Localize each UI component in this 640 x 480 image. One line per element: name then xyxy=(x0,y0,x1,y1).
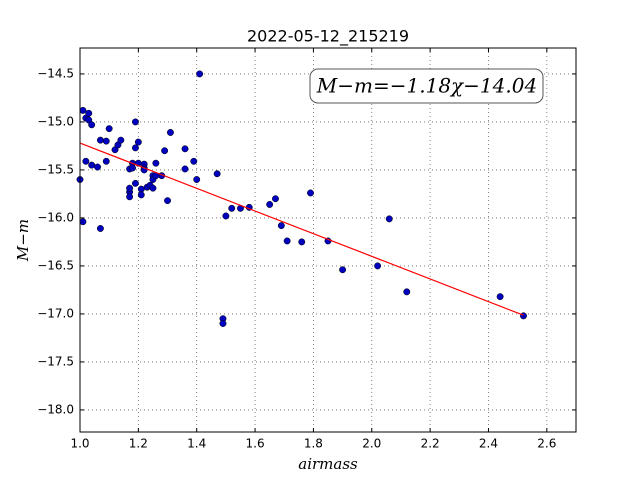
point xyxy=(131,118,139,126)
point xyxy=(88,161,96,169)
x-tick-label: 1.2 xyxy=(129,437,148,451)
point xyxy=(496,293,504,301)
chart-title: 2022-05-12_215219 xyxy=(247,27,409,47)
point xyxy=(385,215,393,223)
point xyxy=(161,147,169,155)
point xyxy=(96,136,104,144)
y-tick-label: −16.0 xyxy=(37,210,74,224)
annotation: M−m=−1.18χ−14.04 xyxy=(316,74,537,98)
x-tick-label: 1.0 xyxy=(70,437,89,451)
y-tick-label: −17.0 xyxy=(37,306,74,320)
point xyxy=(82,157,90,165)
point xyxy=(266,201,274,208)
point xyxy=(190,157,198,165)
point xyxy=(102,157,110,165)
point xyxy=(219,320,227,327)
point xyxy=(277,222,285,230)
point xyxy=(520,312,527,320)
point xyxy=(129,164,136,172)
point xyxy=(181,165,189,173)
x-tick-label: 1.8 xyxy=(304,437,323,451)
point xyxy=(79,218,87,226)
point xyxy=(131,179,139,187)
point xyxy=(307,189,314,197)
point xyxy=(166,129,174,136)
x-tick-label: 2.6 xyxy=(537,437,556,451)
point xyxy=(272,195,279,203)
point xyxy=(137,191,145,199)
point xyxy=(339,266,347,274)
point xyxy=(213,170,221,178)
point xyxy=(131,144,139,152)
point xyxy=(283,237,291,245)
point xyxy=(79,106,87,114)
annotation-box xyxy=(309,68,544,104)
y-tick-label: −18.0 xyxy=(37,402,74,416)
y-tick-label: −15.5 xyxy=(37,162,74,176)
point xyxy=(85,109,93,117)
point xyxy=(164,197,171,205)
point xyxy=(196,70,204,78)
point xyxy=(193,176,201,183)
y-tick-label: −17.5 xyxy=(37,354,74,368)
point xyxy=(228,204,236,212)
point xyxy=(94,163,101,171)
point xyxy=(105,125,113,133)
plot-frame xyxy=(79,47,577,433)
x-tick-label: 2.0 xyxy=(362,437,381,451)
point xyxy=(181,145,189,153)
point xyxy=(126,193,134,201)
point xyxy=(403,288,411,296)
point xyxy=(298,238,306,246)
y-tick-label: −16.5 xyxy=(37,258,74,272)
x-tick-label: 1.6 xyxy=(246,437,265,451)
y-axis-label: M−m xyxy=(14,219,32,262)
point xyxy=(149,184,157,192)
x-tick-label: 1.4 xyxy=(187,437,206,451)
point xyxy=(88,121,96,129)
x-tick-label: 2.2 xyxy=(421,437,440,451)
point xyxy=(126,184,134,192)
x-tick-label: 2.4 xyxy=(479,437,498,451)
point xyxy=(102,137,110,145)
point xyxy=(152,159,160,167)
point xyxy=(137,185,145,193)
point xyxy=(117,136,125,144)
point xyxy=(96,225,104,232)
point xyxy=(374,262,382,270)
fit-line xyxy=(79,142,524,316)
y-tick-label: −14.5 xyxy=(37,66,74,80)
point xyxy=(134,138,142,146)
y-tick-label: −15.0 xyxy=(37,114,74,128)
point xyxy=(222,212,230,220)
x-axis-label: airmass xyxy=(298,455,358,473)
